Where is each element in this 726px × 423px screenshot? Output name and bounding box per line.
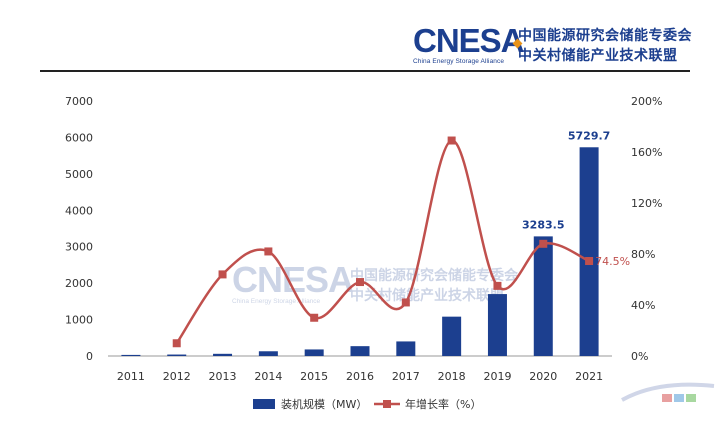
y-left-tick-label: 0 (86, 350, 93, 363)
growth-rate-line (175, 139, 590, 344)
growth-rate-marker (218, 270, 227, 279)
bar (442, 316, 462, 356)
x-tick-label: 2019 (483, 370, 511, 383)
x-tick-label: 2015 (300, 370, 328, 383)
bar (396, 341, 416, 356)
x-tick-label: 2020 (529, 370, 557, 383)
y-right-tick-label: 80% (631, 248, 655, 261)
growth-rate-marker (401, 298, 410, 307)
org-line-2: 中关村储能产业技术联盟 (518, 48, 678, 64)
bar (258, 351, 278, 356)
growth-rate-marker (447, 136, 456, 145)
y-left-tick-label: 6000 (65, 131, 93, 144)
x-tick-label: 2017 (392, 370, 420, 383)
bar (350, 346, 370, 356)
y-left-tick-label: 4000 (65, 204, 93, 217)
x-tick-label: 2014 (254, 370, 282, 383)
y-right-tick-label: 120% (631, 197, 662, 210)
growth-rate-marker (539, 239, 548, 248)
bar (533, 236, 553, 356)
legend-line-label: 年增长率（%） (405, 397, 481, 411)
x-tick-label: 2013 (209, 370, 237, 383)
header-divider (40, 70, 690, 72)
x-tick-label: 2021 (575, 370, 603, 383)
organization-names: 中国能源研究会储能专委会 中关村储能产业技术联盟 (518, 26, 692, 66)
line-data-label: 74.5% (595, 255, 630, 268)
y-left-tick-label: 1000 (65, 314, 93, 327)
growth-rate-marker (310, 313, 319, 322)
header: CNESA China Energy Storage Alliance 中国能源… (0, 0, 726, 75)
growth-rate-marker (172, 339, 181, 348)
legend-line-marker (383, 400, 391, 408)
bar (579, 147, 599, 356)
logo-text: CNESA (413, 22, 525, 59)
bar (213, 353, 233, 356)
y-left-tick-label: 2000 (65, 277, 93, 290)
x-tick-label: 2016 (346, 370, 374, 383)
cnesa-logo: CNESA China Energy Storage Alliance (413, 22, 525, 65)
y-left-tick-label: 5000 (65, 168, 93, 181)
bar (167, 354, 187, 356)
bar (121, 354, 141, 356)
growth-rate-marker (264, 247, 273, 256)
x-tick-label: 2012 (163, 370, 191, 383)
bar (487, 294, 507, 356)
x-tick-label: 2018 (438, 370, 466, 383)
legend-bar-swatch (253, 399, 275, 409)
bar-data-label: 3283.5 (522, 218, 564, 231)
growth-rate-marker (493, 281, 502, 290)
corner-logo-icon (621, 382, 715, 402)
org-line-1: 中国能源研究会储能专委会 (518, 28, 692, 44)
y-left-tick-label: 3000 (65, 241, 93, 254)
x-tick-label: 2011 (117, 370, 145, 383)
y-right-tick-label: 200% (631, 95, 662, 108)
y-right-tick-label: 0% (631, 350, 648, 363)
logo-subtitle: China Energy Storage Alliance (413, 58, 505, 65)
bar-data-label: 5729.7 (568, 129, 610, 142)
growth-rate-marker (585, 257, 594, 266)
y-left-tick-label: 7000 (65, 95, 93, 108)
y-right-tick-label: 160% (631, 146, 662, 159)
bar (304, 349, 324, 356)
growth-rate-marker (356, 278, 364, 287)
legend-bar-label: 装机规模（MW） (281, 397, 367, 411)
y-right-tick-label: 40% (631, 299, 655, 312)
